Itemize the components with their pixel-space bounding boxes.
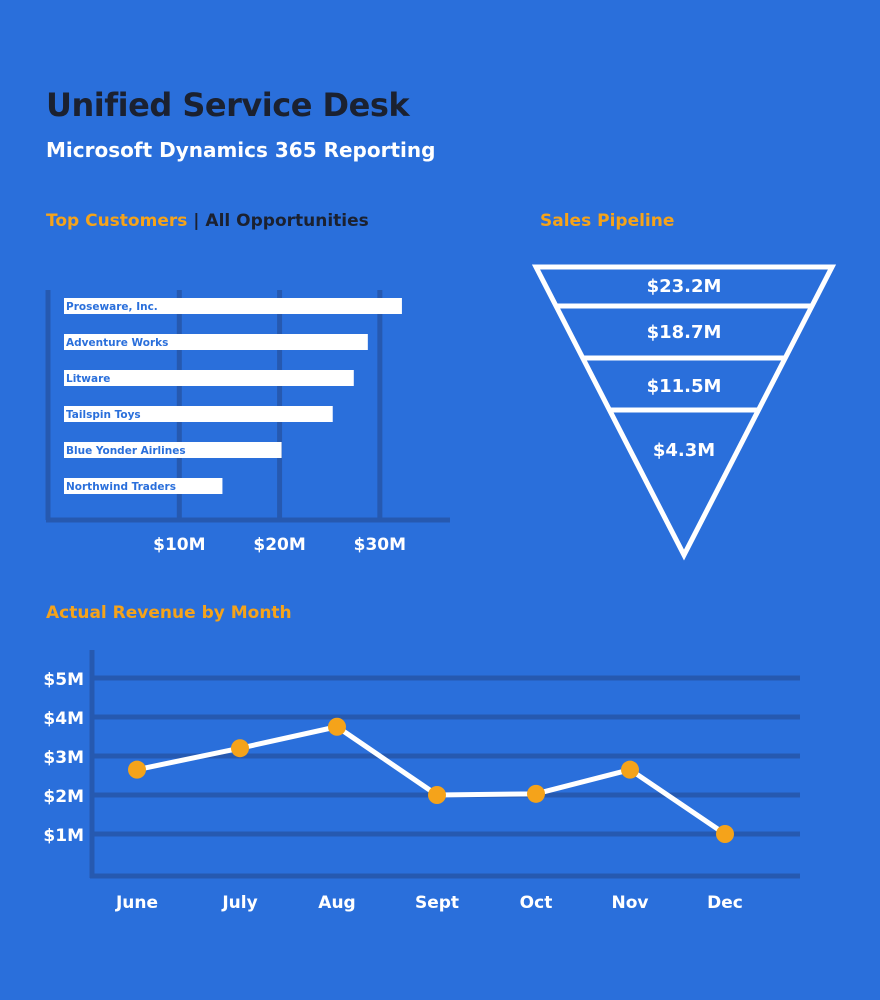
x-tick-label: Aug	[318, 893, 355, 913]
bar-label: Litware	[66, 373, 110, 385]
data-point	[621, 760, 639, 779]
y-tick-label: $4M	[43, 709, 84, 729]
bar	[64, 298, 402, 314]
x-tick-label: July	[221, 893, 257, 913]
data-point	[128, 760, 146, 779]
funnel-stage-label: $4.3M	[653, 440, 715, 461]
bar-chart-title: Top Customers | All Opportunities	[46, 211, 369, 231]
x-tick-label: Dec	[707, 893, 743, 913]
bar	[64, 334, 368, 350]
bar-chart-title-separator: |	[193, 211, 200, 231]
bar	[64, 478, 223, 494]
bar-label: Adventure Works	[66, 337, 168, 349]
y-tick-label: $5M	[43, 670, 84, 690]
data-point	[428, 786, 446, 804]
bar-label: Blue Yonder Airlines	[66, 445, 186, 457]
bar	[64, 406, 333, 422]
data-point	[716, 825, 734, 843]
data-point	[231, 739, 249, 758]
page-subtitle: Microsoft Dynamics 365 Reporting	[46, 138, 436, 162]
funnel-chart-title: Sales Pipeline	[540, 211, 675, 231]
x-tick-label: Sept	[415, 893, 459, 913]
data-point	[527, 784, 545, 803]
funnel-stage-label: $23.2M	[647, 276, 722, 297]
bar-label: Proseware, Inc.	[66, 301, 158, 313]
line-chart-title: Actual Revenue by Month	[46, 603, 292, 623]
funnel-stage-label: $11.5M	[647, 376, 722, 397]
x-tick-label: Nov	[612, 893, 649, 913]
data-point	[328, 717, 346, 736]
y-tick-label: $2M	[43, 787, 84, 807]
page-title: Unified Service Desk	[46, 86, 410, 124]
x-tick-label: Oct	[520, 893, 553, 913]
funnel-stage-label: $18.7M	[647, 322, 722, 343]
x-tick-label: $20M	[253, 535, 305, 555]
bar	[64, 442, 282, 458]
x-tick-label: $10M	[153, 535, 205, 555]
y-tick-label: $3M	[43, 748, 84, 768]
bar-label: Northwind Traders	[66, 481, 176, 493]
bar-chart-title-suffix: All Opportunities	[205, 211, 369, 231]
bar-chart-title-main: Top Customers	[46, 211, 188, 231]
x-tick-label: $30M	[354, 535, 406, 555]
y-tick-label: $1M	[43, 826, 84, 846]
bar	[64, 370, 354, 386]
bar-label: Tailspin Toys	[66, 409, 141, 421]
x-tick-label: June	[115, 893, 158, 913]
revenue-series-line	[136, 724, 727, 837]
